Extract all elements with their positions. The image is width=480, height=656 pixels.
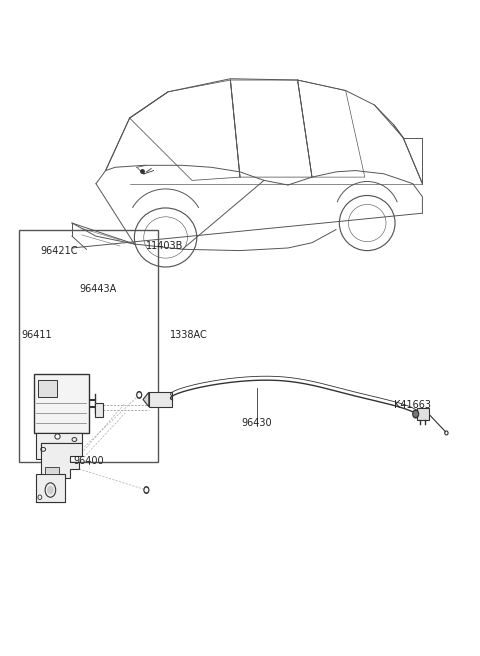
Text: 96430: 96430	[241, 418, 272, 428]
Text: 96411: 96411	[22, 329, 52, 340]
Text: 96400: 96400	[73, 456, 104, 466]
Bar	[19, 230, 158, 462]
Text: 96421C: 96421C	[41, 245, 78, 256]
Text: 96443A: 96443A	[79, 283, 117, 294]
Ellipse shape	[144, 487, 149, 493]
Text: 1338AC: 1338AC	[170, 329, 208, 340]
Bar	[417, 408, 429, 420]
Ellipse shape	[414, 412, 418, 417]
Text: 11403B: 11403B	[146, 241, 184, 251]
Bar	[36, 474, 65, 502]
Text: K41663: K41663	[394, 400, 431, 410]
Bar	[45, 467, 59, 474]
Bar	[149, 392, 172, 407]
Polygon shape	[36, 433, 82, 459]
Ellipse shape	[413, 410, 419, 418]
Polygon shape	[41, 443, 82, 478]
Bar	[34, 374, 89, 433]
Ellipse shape	[48, 486, 53, 494]
Bar	[38, 380, 57, 397]
Ellipse shape	[145, 488, 148, 492]
Polygon shape	[143, 392, 149, 407]
Ellipse shape	[138, 393, 140, 396]
Bar	[95, 403, 103, 417]
Ellipse shape	[137, 392, 142, 398]
